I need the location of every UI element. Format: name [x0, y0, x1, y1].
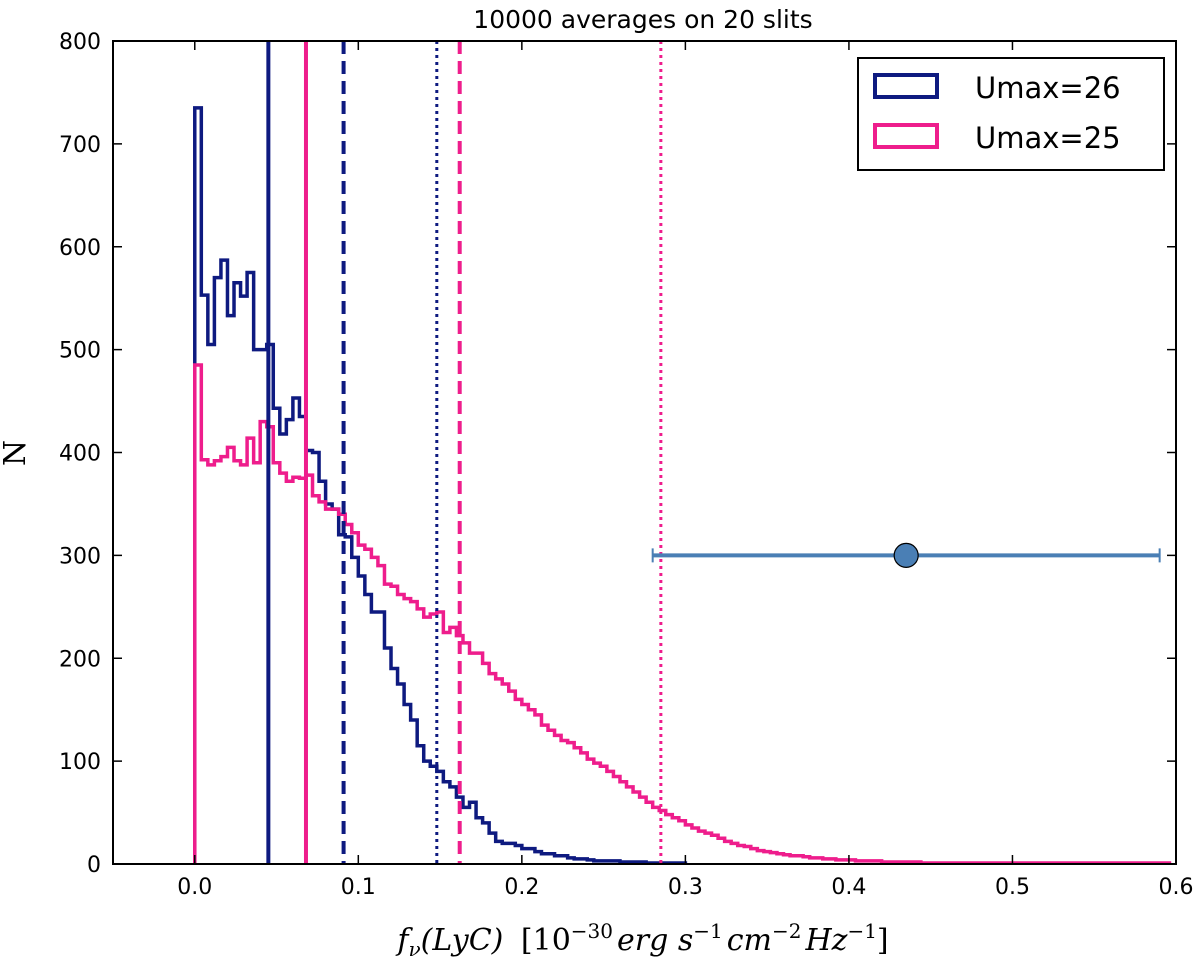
y-axis-label: N — [0, 440, 33, 466]
y-tick-label: 100 — [59, 750, 101, 775]
y-tick-label: 800 — [59, 30, 101, 55]
y-tick-label: 600 — [59, 236, 101, 261]
y-tick-label: 0 — [87, 853, 101, 878]
y-tick-label: 400 — [59, 442, 101, 467]
x-tick-label: 0.3 — [668, 875, 703, 900]
legend-swatch-umax25 — [873, 123, 939, 149]
x-tick-label: 0.6 — [1159, 875, 1194, 900]
legend-swatch-umax26 — [873, 73, 939, 99]
histogram-series-umax25 — [193, 363, 1172, 864]
errorbar-point — [893, 542, 919, 568]
x-tick-label: 0.0 — [177, 875, 212, 900]
x-axis-label: fν(LyC) [10−30 erg s−1 cm−2 Hz−1] — [395, 919, 888, 961]
plot-area — [193, 41, 1172, 864]
x-tick-label: 0.5 — [995, 875, 1030, 900]
axes: 0.0 0.1 0.2 0.3 0.4 0.5 0.6 0 100 200 300 400 500 600… — [59, 30, 1194, 900]
y-tick-label: 300 — [59, 544, 101, 569]
plot-inner — [193, 41, 1172, 864]
x-tick-label: 0.4 — [831, 875, 866, 900]
legend-label-umax25: Umax=25 — [975, 121, 1121, 155]
y-tick-label: 500 — [59, 339, 101, 364]
chart-title: 10000 averages on 20 slits — [473, 5, 812, 34]
y-tick-label: 700 — [59, 133, 101, 158]
y-tick-label: 200 — [59, 647, 101, 672]
legend: Umax=26 Umax=25 — [857, 57, 1165, 171]
x-tick-label: 0.1 — [341, 875, 376, 900]
x-tick-label: 0.2 — [504, 875, 539, 900]
legend-label-umax26: Umax=26 — [975, 71, 1121, 105]
svg-text:N: N — [0, 440, 33, 466]
